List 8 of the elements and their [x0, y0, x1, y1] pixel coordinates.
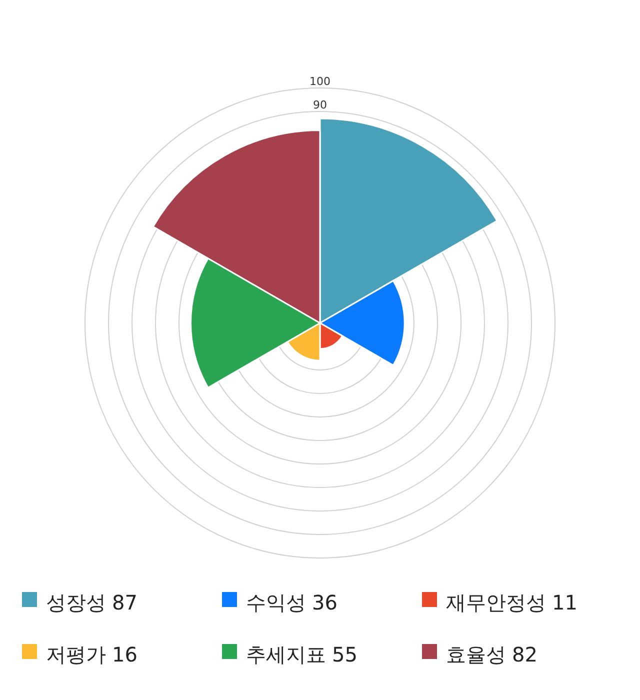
text: 90 — [313, 98, 327, 112]
category-label: 수익성 — [246, 590, 306, 614]
category-label: 추세지표 — [246, 642, 326, 666]
category-label: 저평가 — [46, 642, 106, 666]
category-label: 재무안정성 — [446, 590, 546, 614]
category-label: 효율성 — [446, 642, 506, 666]
category-label: 성장성 — [46, 590, 106, 614]
text: 100 — [310, 75, 330, 88]
